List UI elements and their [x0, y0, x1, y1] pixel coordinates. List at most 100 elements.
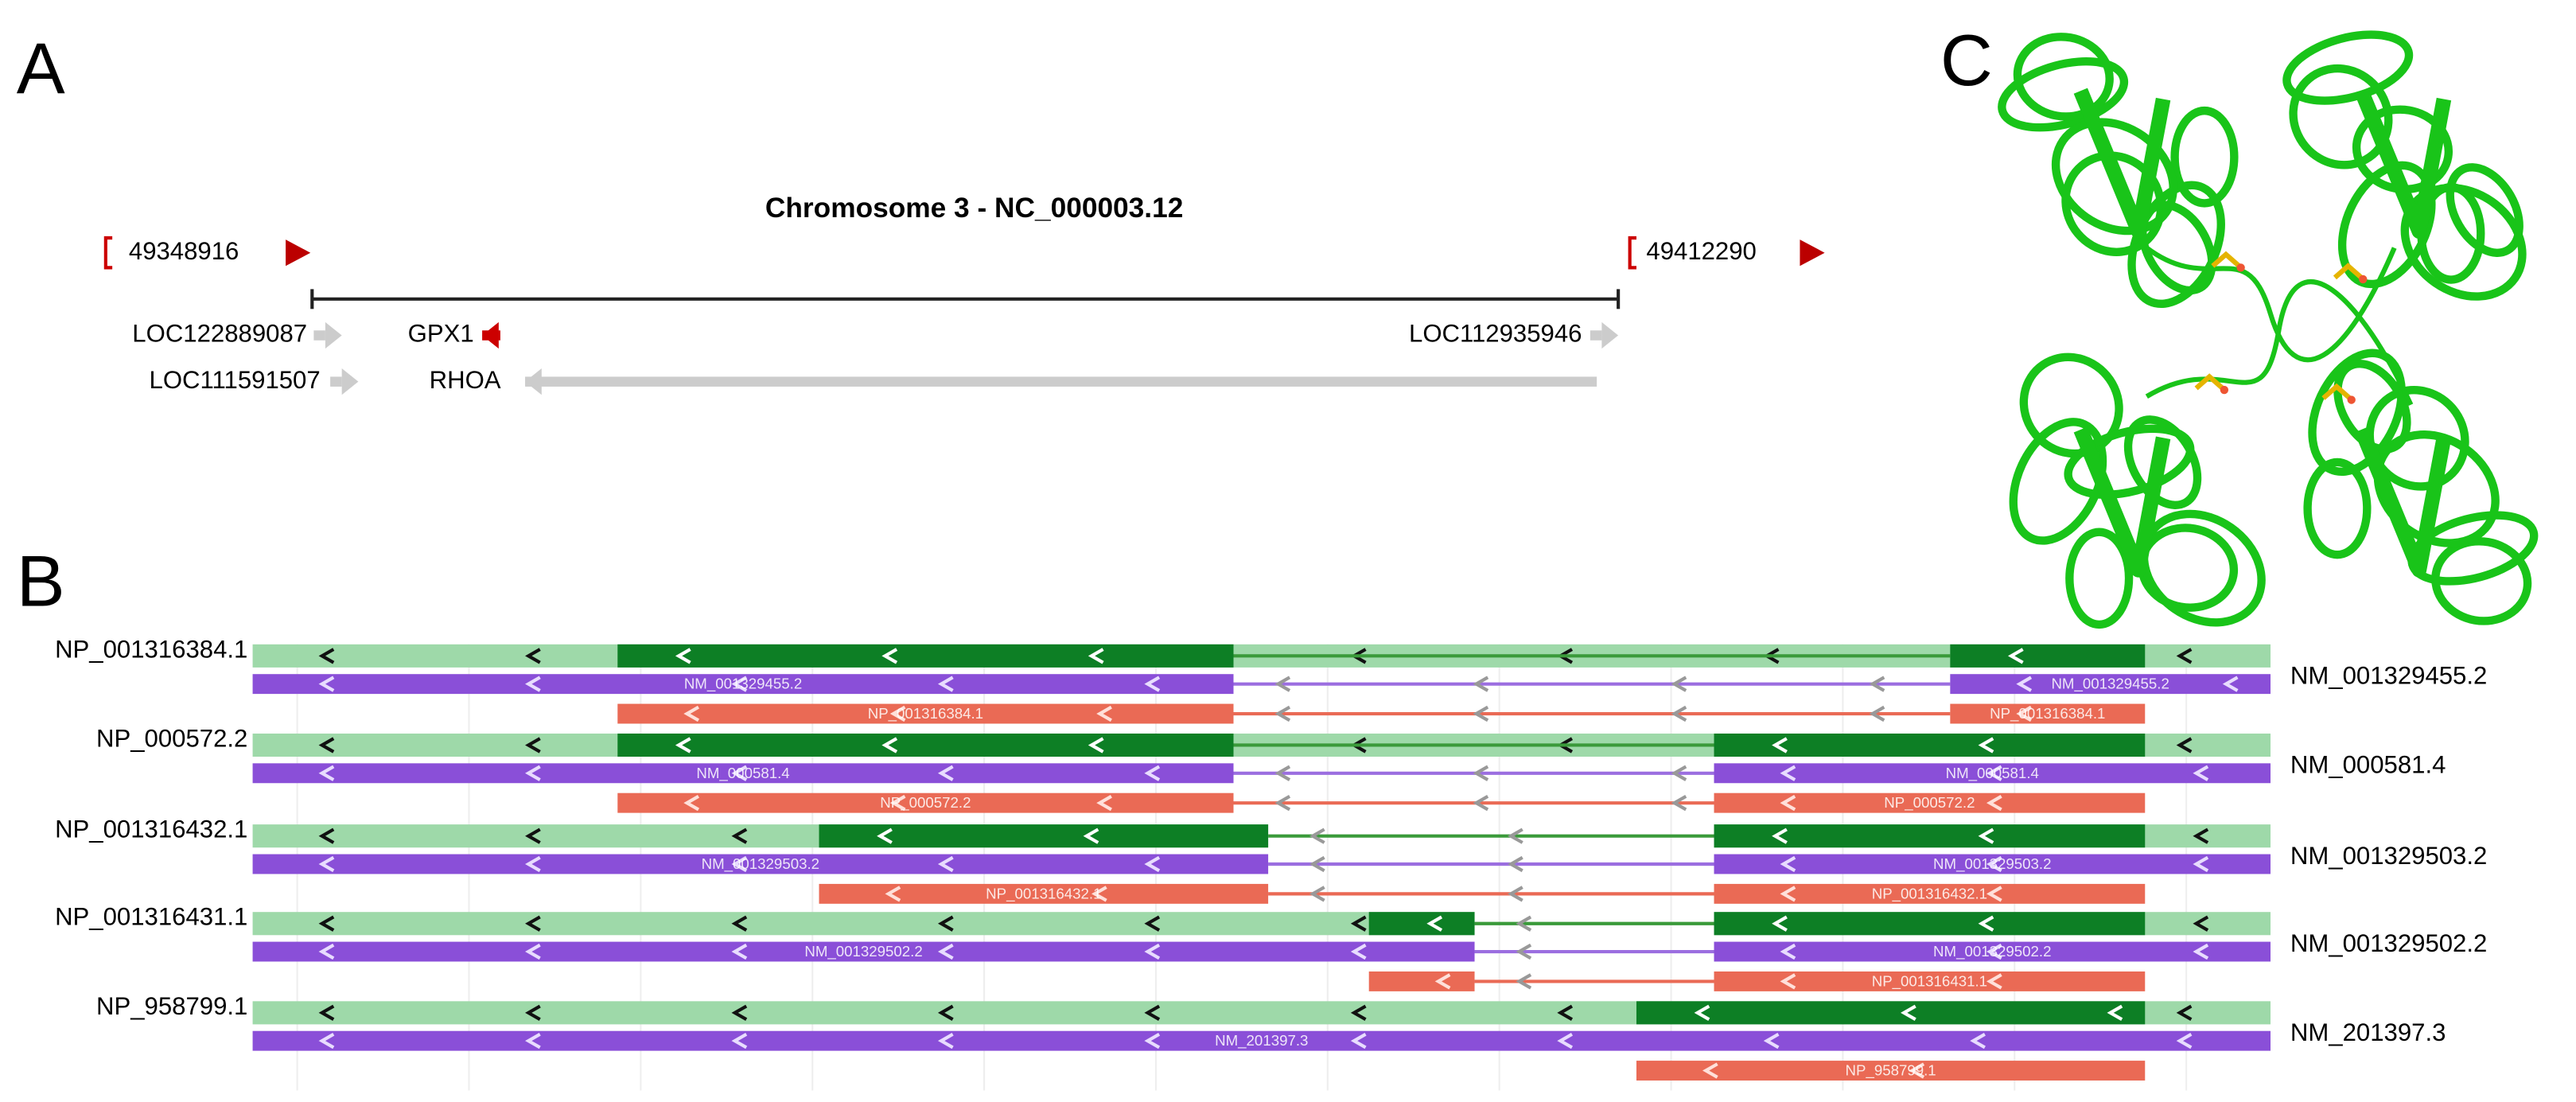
- cds: [1714, 733, 2146, 757]
- chevron: [2176, 648, 2193, 664]
- gene-arrow: [525, 376, 1597, 387]
- cds: [1714, 912, 2146, 936]
- ligand-atom: [2359, 275, 2368, 284]
- chevron: [1780, 886, 1796, 902]
- chevron: [1473, 795, 1489, 812]
- gene-arrow: [1590, 330, 1602, 341]
- chevron: [318, 676, 335, 692]
- chevron: [881, 737, 898, 753]
- chevron: [1144, 765, 1161, 781]
- gene-arrow-head: [341, 368, 359, 395]
- ligand-atom: [2236, 263, 2245, 272]
- chevron: [1671, 705, 1687, 722]
- chevron: [2222, 676, 2239, 692]
- chevron: [2176, 737, 2193, 753]
- chevron: [1557, 1033, 1574, 1049]
- chevron: [885, 886, 901, 902]
- helix: [2282, 30, 2414, 105]
- chevron: [937, 855, 954, 873]
- chevron: [1694, 1004, 1710, 1021]
- ligand-atom: [2347, 395, 2356, 404]
- chevron: [525, 915, 541, 932]
- chevron: [1869, 676, 1885, 692]
- chevron: [2193, 855, 2209, 873]
- chevron: [318, 648, 335, 664]
- chevron: [1274, 676, 1291, 692]
- helix: [2303, 458, 2372, 559]
- chevron: [1516, 973, 1532, 990]
- chevron: [318, 915, 335, 932]
- gene-arrow-head: [482, 321, 499, 349]
- ligand-atom: [2220, 385, 2229, 395]
- chevron: [1909, 1062, 1925, 1079]
- chevron: [318, 737, 335, 753]
- chevron: [1780, 795, 1796, 812]
- chevron: [525, 827, 541, 844]
- chevron: [1780, 943, 1796, 960]
- protein-label: NP_001316384.1: [868, 705, 983, 722]
- mrna: [1950, 674, 2271, 695]
- chevron: [1144, 676, 1161, 692]
- chevron: [525, 648, 541, 664]
- cds: [617, 733, 1234, 757]
- protein-label: NP_000572.2: [880, 794, 971, 812]
- chevron: [683, 795, 700, 812]
- protein: [1950, 703, 2146, 724]
- chevron: [1986, 795, 2002, 812]
- chevron: [675, 648, 691, 664]
- chevron: [525, 1033, 541, 1049]
- chevron: [2107, 1004, 2123, 1021]
- chevron: [1516, 915, 1532, 932]
- helix: [2431, 537, 2532, 625]
- chevron: [2193, 765, 2209, 781]
- chevron: [1426, 915, 1443, 932]
- sheet: [2354, 88, 2452, 239]
- chevron: [2007, 648, 2024, 664]
- cds: [617, 644, 1234, 668]
- helix: [2446, 163, 2523, 257]
- chevron: [525, 765, 541, 781]
- mrna: [252, 854, 1269, 874]
- chevron: [525, 737, 541, 753]
- chevron: [1780, 765, 1796, 781]
- protein-name: NP_958799.1: [96, 992, 247, 1020]
- chevron: [1274, 705, 1291, 722]
- gene-label: LOC112935946: [1409, 320, 1582, 348]
- chevron: [2016, 676, 2033, 692]
- protein: [617, 703, 1234, 724]
- chevron: [525, 855, 541, 873]
- chevron: [1144, 1004, 1161, 1021]
- mrna-label: NM_201397.3: [1215, 1032, 1308, 1049]
- chevron: [1350, 943, 1367, 960]
- chevron: [2176, 1004, 2193, 1021]
- chevron: [881, 648, 898, 664]
- chevron: [877, 827, 893, 844]
- cds: [1950, 644, 2146, 668]
- chevron: [1763, 1033, 1780, 1049]
- cds: [1368, 912, 1475, 936]
- chevron: [1508, 886, 1523, 902]
- protein-name: NP_001316431.1: [55, 903, 247, 931]
- chevron: [1096, 795, 1112, 812]
- chevron: [683, 705, 700, 722]
- chevron: [1473, 705, 1489, 722]
- mrna-label: NM_001329455.2: [2051, 676, 2169, 693]
- chevron: [1986, 943, 2002, 960]
- chevron: [1702, 1062, 1718, 1079]
- chevron: [731, 915, 748, 932]
- chevron: [1508, 855, 1523, 873]
- flag: [1800, 239, 1825, 267]
- end-coordinate: 49412290: [1646, 237, 1756, 265]
- chevron: [1144, 855, 1161, 873]
- chevron: [2016, 705, 2033, 722]
- chevron: [937, 1004, 954, 1021]
- chevron: [1986, 973, 2002, 990]
- chevron: [731, 765, 748, 781]
- chevron: [1434, 973, 1451, 990]
- chevron: [1473, 676, 1489, 692]
- ligand: [2194, 373, 2224, 391]
- mrna-label: NM_001329455.2: [684, 676, 802, 693]
- chevron: [318, 1004, 335, 1021]
- mrna: [252, 941, 1475, 962]
